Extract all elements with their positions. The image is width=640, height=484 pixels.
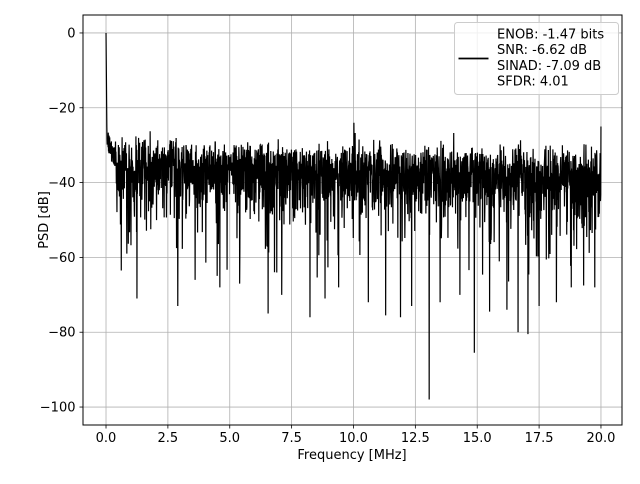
axes-frame [82,14,623,426]
x-tick-label: 10.0 [339,431,368,446]
x-tick-label: 17.5 [525,431,554,446]
y-axis-label: PSD [dB] [37,191,52,249]
legend-enob-label: ENOB: -1.47 bits [497,28,604,43]
legend-box [454,22,619,95]
y-tick-label: −80 [48,326,75,341]
legend-snr-label: SNR: -6.62 dB [497,43,587,58]
x-tick-label: 15.0 [463,431,492,446]
y-tick-label: −100 [40,401,76,416]
y-tick-label: 0 [67,26,75,41]
x-tick-label: 12.5 [401,431,430,446]
x-tick-label: 0.0 [96,431,117,446]
y-tick-label: −40 [48,176,75,191]
x-tick-labels: 0.0 2.5 5.0 7.5 10.0 12.5 15.0 17.5 20.0 [96,431,616,446]
psd-trace [105,32,602,400]
tick-marks [79,32,602,429]
x-tick-label: 5.0 [219,431,240,446]
y-tick-label: −60 [48,251,75,266]
y-tick-labels: 0 −20 −40 −60 −80 −100 [40,26,76,415]
x-tick-label: 2.5 [158,431,179,446]
legend: ENOB: -1.47 bits SNR: -6.62 dB SINAD: -7… [454,22,619,95]
x-axis-label: Frequency [MHz] [297,448,406,463]
x-tick-label: 20.0 [586,431,615,446]
x-tick-label: 7.5 [281,431,302,446]
legend-sfdr-label: SFDR: 4.01 [497,75,569,90]
y-tick-label: −20 [48,101,75,116]
legend-sinad-label: SINAD: -7.09 dB [497,59,601,74]
